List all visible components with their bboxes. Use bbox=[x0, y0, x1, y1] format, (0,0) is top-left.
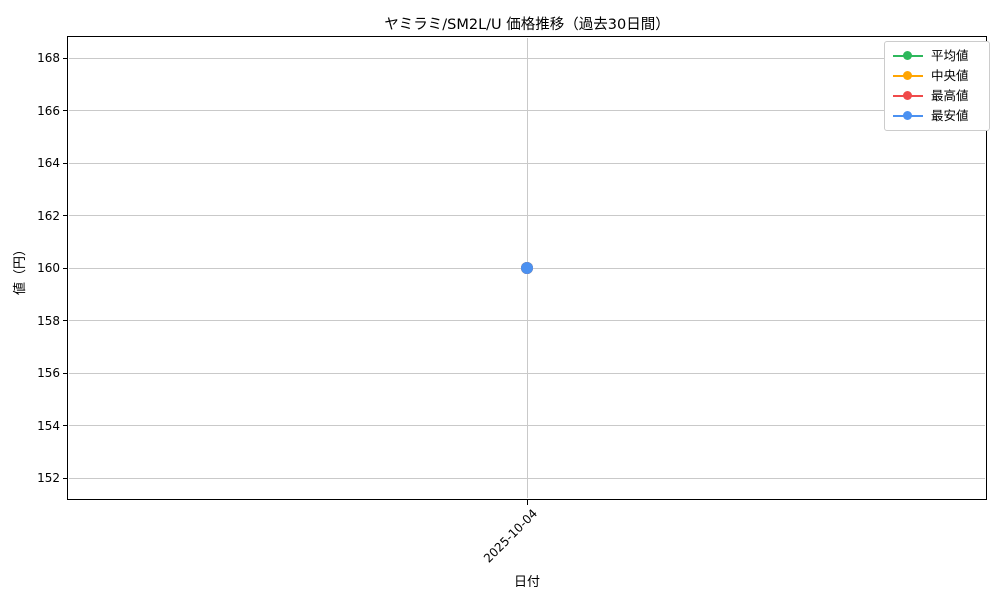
plot-area bbox=[67, 36, 987, 500]
y-axis-label: 値（円） bbox=[13, 243, 28, 296]
legend-marker-icon bbox=[893, 51, 923, 61]
y-tick-mark bbox=[63, 425, 67, 426]
legend-dot-icon bbox=[903, 91, 912, 100]
legend-item: 中央値 bbox=[885, 66, 989, 86]
y-tick-label: 160 bbox=[37, 261, 60, 275]
y-tick-mark bbox=[63, 57, 67, 59]
y-tick-label: 164 bbox=[37, 156, 60, 170]
legend-dot-icon bbox=[903, 51, 912, 60]
legend: 平均値中央値最高値最安値 bbox=[884, 41, 990, 131]
legend-item: 平均値 bbox=[885, 46, 989, 66]
y-tick-label: 168 bbox=[37, 51, 60, 65]
legend-marker-icon bbox=[893, 111, 923, 121]
legend-label: 最安値 bbox=[931, 108, 969, 123]
x-tick-mark bbox=[526, 500, 528, 505]
y-tick-mark bbox=[63, 162, 67, 164]
y-tick-label: 166 bbox=[37, 103, 60, 118]
legend-label: 中央値 bbox=[931, 68, 969, 83]
y-tick-mark bbox=[63, 320, 67, 321]
y-tick-mark bbox=[63, 477, 67, 479]
y-tick-label: 154 bbox=[37, 418, 60, 433]
x-tick-label: 2025-10-04 bbox=[480, 506, 541, 566]
chart-title: ヤミラミ/SM2L/U 価格推移（過去30日間） bbox=[384, 17, 670, 33]
legend-dot-icon bbox=[903, 71, 912, 80]
legend-label: 平均値 bbox=[931, 48, 969, 63]
y-tick-label: 156 bbox=[37, 366, 60, 380]
legend-item: 最安値 bbox=[885, 106, 989, 126]
data-point-marker bbox=[521, 262, 533, 274]
legend-dot-icon bbox=[903, 111, 912, 120]
legend-item: 最高値 bbox=[885, 86, 989, 106]
x-axis-label: 日付 bbox=[513, 575, 540, 590]
y-tick-mark bbox=[63, 215, 67, 216]
y-tick-label: 162 bbox=[37, 208, 60, 223]
y-tick-label: 158 bbox=[37, 313, 60, 328]
legend-marker-icon bbox=[893, 91, 923, 101]
y-tick-label: 152 bbox=[37, 471, 60, 485]
legend-label: 最高値 bbox=[931, 88, 969, 103]
y-tick-mark bbox=[63, 267, 67, 269]
legend-marker-icon bbox=[893, 71, 923, 81]
y-tick-mark bbox=[63, 372, 67, 374]
y-tick-mark bbox=[63, 110, 67, 111]
